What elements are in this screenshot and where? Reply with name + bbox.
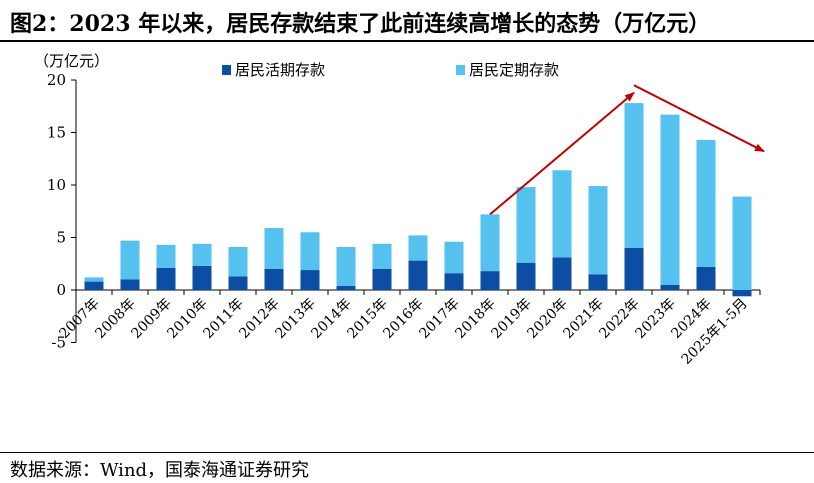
bar-demand-deposit	[588, 274, 608, 290]
title-rule	[0, 40, 814, 42]
bar-demand-deposit	[552, 257, 572, 290]
bar-time-deposit	[84, 277, 104, 282]
title-bar: 图2：2023 年以来，居民存款结束了此前连续高增长的态势（万亿元）	[0, 0, 814, 42]
y-tick-label: 0	[56, 281, 66, 299]
y-tick-label: 15	[47, 124, 66, 142]
bar-demand-deposit	[120, 279, 140, 290]
bar-demand-deposit	[264, 269, 284, 290]
bar-time-deposit	[156, 244, 176, 268]
bar-time-deposit	[660, 114, 680, 285]
bar-time-deposit	[444, 241, 464, 274]
bar-demand-deposit	[408, 260, 428, 290]
bar-time-deposit	[120, 240, 140, 280]
bar-demand-deposit	[660, 284, 680, 290]
bar-demand-deposit	[300, 270, 320, 290]
bar-demand-deposit	[336, 285, 356, 290]
bar-demand-deposit	[480, 271, 500, 290]
bar-demand-deposit	[444, 273, 464, 290]
bar-time-deposit	[696, 139, 716, 267]
y-tick-label: 5	[56, 229, 66, 247]
figure-title: 图2：2023 年以来，居民存款结束了此前连续高增长的态势（万亿元）	[10, 11, 711, 37]
bar-time-deposit	[516, 187, 536, 263]
bar-time-deposit	[408, 235, 428, 261]
y-tick-label: 20	[47, 71, 66, 89]
bar-time-deposit	[624, 103, 644, 248]
bar-time-deposit	[264, 228, 284, 269]
bar-time-deposit	[228, 246, 248, 277]
uptrend-arrow	[489, 91, 635, 216]
bar-time-deposit	[588, 186, 608, 275]
bar-demand-deposit	[192, 265, 212, 290]
bar-time-deposit	[192, 243, 212, 266]
bar-demand-deposit	[696, 266, 716, 290]
bar-demand-deposit	[516, 262, 536, 290]
footer-rule	[0, 452, 814, 453]
bar-time-deposit	[552, 170, 572, 258]
bar-demand-deposit	[84, 281, 104, 290]
legend-swatch	[222, 65, 231, 75]
bar-demand-deposit	[624, 248, 644, 290]
bar-time-deposit	[732, 196, 752, 290]
y-tick-label: -5	[51, 334, 66, 352]
source-note: 数据来源：Wind，国泰海通证券研究	[10, 460, 310, 481]
unit-label: （万亿元）	[34, 52, 109, 70]
downtrend-arrow	[633, 84, 765, 153]
bar-demand-deposit	[372, 269, 392, 290]
bar-demand-deposit	[156, 267, 176, 290]
bar-time-deposit	[480, 214, 500, 272]
bar-time-deposit	[372, 243, 392, 269]
legend-label: 居民定期存款	[469, 61, 559, 79]
legend-swatch	[456, 65, 465, 75]
bar-time-deposit	[300, 232, 320, 271]
bar-demand-deposit	[732, 290, 752, 297]
stacked-bar-chart: （万亿元）-5051015202007年2008年2009年2010年2011年…	[34, 52, 765, 368]
y-tick-label: 10	[47, 176, 66, 194]
legend-label: 居民活期存款	[235, 61, 325, 79]
bar-time-deposit	[336, 246, 356, 286]
bar-demand-deposit	[228, 276, 248, 290]
